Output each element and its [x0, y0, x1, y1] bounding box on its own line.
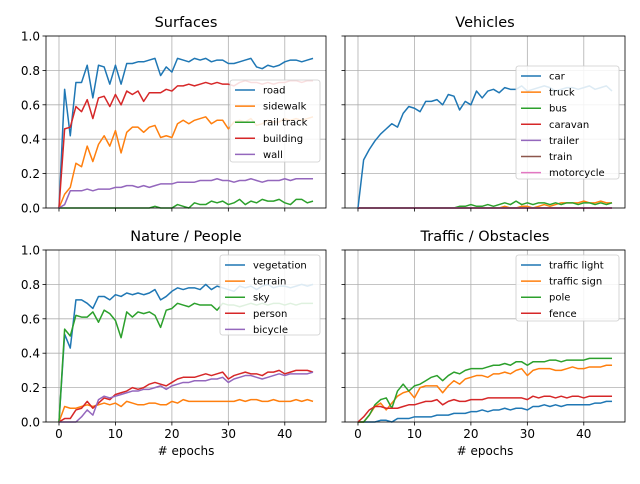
legend-label-wall: wall: [263, 150, 283, 161]
legend-label-rail-track: rail track: [263, 118, 308, 129]
x-axis-label: # epochs: [457, 444, 514, 458]
panel-nature-people: 0 10 20 30 40 0.0 0.2 0.4 0.6 0.8 1.0 Nature / Peop…: [21, 229, 327, 458]
series-line-traffic-sign: [357, 364, 613, 423]
x-tick-label: 40: [277, 427, 292, 441]
legend-box: [515, 65, 620, 180]
panel-vehicles: Vehicles car truck bus caravan trailer train mo…: [341, 15, 626, 212]
y-tick-label: 0.6: [21, 98, 40, 112]
panel-surfaces: 0.0 0.2 0.4 0.6 0.8 1.0 Surfaces road sidewalk ra…: [21, 15, 327, 216]
legend: car truck bus caravan trailer train motorcycle: [515, 65, 620, 180]
y-tick-label: 0.8: [21, 278, 40, 292]
series-line-wall: [58, 178, 314, 209]
legend-label-trailer: trailer: [549, 136, 580, 147]
x-tick-label: 0: [55, 427, 63, 441]
legend-label-fence: fence: [549, 309, 577, 320]
y-tick-label: 0.6: [21, 312, 40, 326]
series-line-bicycle: [58, 371, 314, 423]
legend-box: [515, 254, 620, 322]
legend-label-caravan: caravan: [549, 120, 589, 131]
legend-box: [219, 254, 321, 336]
plot-frame: [344, 249, 626, 423]
y-tick-label: 0.2: [21, 381, 40, 395]
series-line-person: [58, 369, 314, 423]
legend-label-car: car: [549, 72, 566, 83]
y-tick-label: 1.0: [21, 244, 40, 258]
legend-label-building: building: [263, 134, 303, 145]
plot-frame: [45, 249, 327, 423]
x-tick-label: 0: [354, 427, 362, 441]
legend-label-bicycle: bicycle: [253, 325, 288, 336]
x-tick-label: 10: [108, 427, 123, 441]
legend: road sidewalk rail track building wall: [229, 79, 321, 163]
x-axis-label: # epochs: [158, 444, 215, 458]
x-tick-label: 20: [164, 427, 179, 441]
legend-label-pole: pole: [549, 293, 570, 304]
legend-label-train: train: [549, 152, 572, 163]
legend-label-sky: sky: [253, 293, 270, 304]
panel-traffic-obstacles: 0 10 20 30 40 Traffic / Obstacles # epochs traf…: [341, 229, 626, 458]
plot-frame: [344, 35, 626, 209]
x-tick-label: 30: [520, 427, 535, 441]
legend-label-vegetation: vegetation: [253, 261, 307, 272]
legend-label-road: road: [263, 86, 286, 97]
y-tick-label: 0.4: [21, 347, 40, 361]
legend-label-truck: truck: [549, 88, 575, 99]
x-tick-label: 30: [221, 427, 236, 441]
legend-label-terrain: terrain: [253, 277, 286, 288]
chart-title: Traffic / Obstacles: [420, 229, 550, 245]
plot-frame: [45, 35, 327, 209]
legend-label-sidewalk: sidewalk: [263, 102, 307, 113]
series-line-road: [58, 57, 314, 209]
series-line-pole: [357, 357, 613, 423]
legend-label-motorcycle: motorcycle: [549, 168, 605, 179]
legend-label-person: person: [253, 309, 287, 320]
y-tick-label: 0.4: [21, 133, 40, 147]
y-tick-label: 0.2: [21, 167, 40, 181]
legend-label-traffic-sign: traffic sign: [549, 277, 602, 288]
legend: traffic light traffic sign pole fence: [515, 254, 620, 322]
series-line-traffic-light: [357, 400, 613, 423]
chart-title: Nature / People: [130, 229, 242, 245]
series-line-rail-track: [58, 198, 314, 209]
y-tick-label: 1.0: [21, 30, 40, 44]
legend: vegetation terrain sky person bicycle: [219, 254, 321, 336]
legend-box: [229, 79, 321, 163]
y-tick-label: 0.8: [21, 64, 40, 78]
legend-label-traffic-light: traffic light: [549, 261, 604, 272]
series-line-terrain: [58, 398, 314, 423]
chart-title: Vehicles: [455, 15, 514, 31]
chart-title: Surfaces: [155, 15, 218, 31]
x-tick-label: 40: [576, 427, 591, 441]
legend-label-bus: bus: [549, 104, 567, 115]
y-tick-label: 0.0: [21, 416, 40, 430]
series-line-fence: [357, 395, 613, 423]
x-tick-label: 20: [463, 427, 478, 441]
series-line-truck: [357, 200, 613, 209]
x-tick-label: 10: [407, 427, 422, 441]
y-tick-label: 0.0: [21, 202, 40, 216]
